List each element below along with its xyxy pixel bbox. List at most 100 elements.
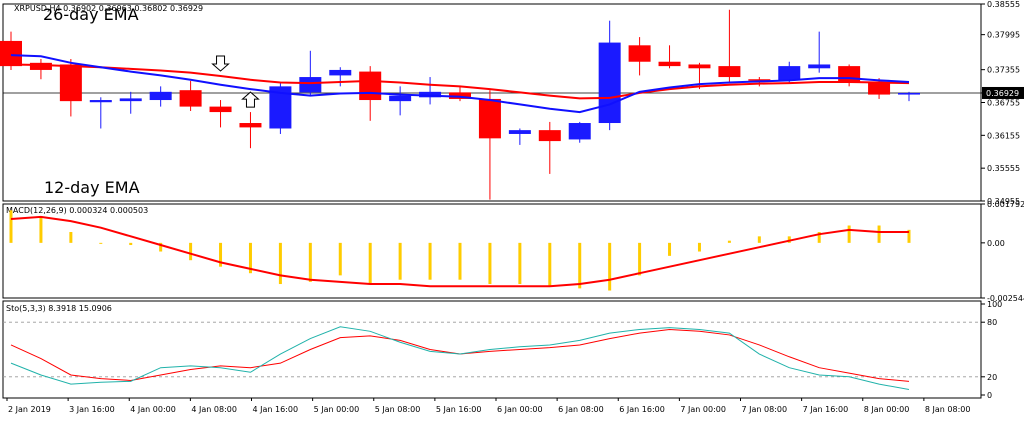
candle-bear [688, 64, 711, 69]
macd-histogram-bar [99, 242, 103, 244]
macd-tick-label: 0.001792 [987, 200, 1024, 209]
price-tick-label: 0.37995 [987, 31, 1020, 40]
candle-bear [359, 71, 382, 101]
candle-bear [748, 79, 771, 81]
x-tick-label: 2 Jan 2019 [8, 405, 51, 414]
stochastic-tick-label: 100 [987, 300, 1002, 309]
candle-bull [778, 66, 801, 81]
macd-histogram-bar [727, 240, 731, 243]
macd-histogram-bar [9, 210, 13, 243]
macd-histogram-bar [458, 242, 462, 280]
x-tick-label: 7 Jan 00:00 [680, 405, 726, 414]
price-tick-label: 0.36155 [987, 131, 1020, 140]
macd-signal-line [10, 215, 909, 288]
ema-26-line [10, 63, 910, 100]
x-tick-label: 8 Jan 00:00 [864, 405, 910, 414]
macd-histogram-bar [278, 242, 282, 285]
down-arrow-icon [211, 55, 230, 72]
candle-bear [838, 66, 861, 83]
candle-bear [239, 123, 262, 128]
macd-histogram-bar [428, 242, 432, 280]
macd-histogram-bar [668, 242, 672, 256]
candle-bear [658, 61, 681, 67]
candle-bull [119, 98, 142, 102]
stochastic-label: Sto(5,3,3) 8.3918 15.0906 [6, 304, 112, 313]
x-tick-label: 7 Jan 08:00 [742, 405, 788, 414]
price-tick-label: 0.35555 [987, 164, 1020, 173]
candle-bear [209, 106, 232, 113]
macd-histogram-bar [638, 242, 642, 276]
macd-histogram-bar [69, 232, 73, 243]
panel-frame-macd [2, 203, 982, 299]
x-tick-label: 4 Jan 16:00 [253, 405, 299, 414]
macd-histogram-bar [189, 242, 193, 261]
x-tick-label: 8 Jan 08:00 [925, 405, 971, 414]
candle-bull [89, 100, 112, 103]
price-tick-label: 0.34955 [987, 197, 1020, 206]
candle-bull [808, 64, 831, 69]
ema-12-line [10, 54, 910, 114]
macd-tick-label: -0.002544 [987, 294, 1024, 303]
ema-12-label: 12-day EMA [44, 178, 140, 197]
price-tick-label: 0.38555 [987, 0, 1020, 9]
macd-histogram-bar [248, 242, 252, 274]
macd-tick-label: 0.00 [987, 239, 1005, 248]
price-tick-label: 0.36755 [987, 99, 1020, 108]
candle-bear [628, 45, 651, 62]
candle-bear [449, 92, 471, 99]
macd-histogram-bar [907, 229, 911, 243]
candle-bull [898, 92, 920, 95]
candle-bull [149, 91, 172, 101]
x-tick-label: 3 Jan 16:00 [69, 405, 115, 414]
candle-bull [419, 91, 442, 98]
macd-histogram-bar [787, 236, 791, 243]
x-tick-label: 5 Jan 00:00 [314, 405, 360, 414]
stochastic-tick-label: 20 [987, 373, 997, 382]
candle-bull [329, 69, 352, 76]
x-tick-label: 6 Jan 08:00 [558, 405, 604, 414]
stochastic-main-line [10, 326, 910, 391]
candle-bull [389, 95, 412, 102]
up-arrow-icon [241, 91, 260, 108]
ema-26-label: 26-day EMA [43, 5, 139, 24]
price-tick-label: 0.37355 [987, 66, 1020, 75]
macd-histogram-bar [608, 242, 612, 291]
macd-histogram-bar [578, 242, 582, 289]
stochastic-tick-label: 80 [987, 318, 997, 327]
x-tick-label: 7 Jan 16:00 [803, 405, 849, 414]
x-tick-label: 5 Jan 16:00 [436, 405, 482, 414]
candle-bull [568, 123, 591, 140]
macd-histogram-bar [39, 216, 43, 243]
macd-histogram-bar [877, 225, 881, 243]
macd-histogram-bar [129, 242, 133, 246]
macd-histogram-bar [697, 242, 701, 252]
candle-bull [508, 130, 531, 134]
macd-histogram-bar [817, 232, 821, 243]
x-tick-label: 4 Jan 00:00 [130, 405, 176, 414]
candle-bear [718, 66, 741, 78]
macd-histogram-bar [338, 242, 342, 276]
x-tick-label: 5 Jan 08:00 [375, 405, 421, 414]
candle-bear [478, 98, 501, 139]
macd-histogram-bar [757, 236, 761, 243]
stochastic-tick-label: 0 [987, 391, 992, 400]
current-price-box [982, 86, 1024, 99]
macd-histogram-bar [548, 242, 552, 287]
candle-bear [179, 90, 202, 107]
macd-histogram-bar [398, 242, 402, 280]
macd-histogram-bar [219, 242, 223, 267]
candle-bear [868, 82, 891, 95]
current-price-label: 0.36929 [986, 89, 1019, 98]
candle-bear [29, 62, 52, 70]
macd-histogram-bar [368, 242, 372, 285]
macd-histogram-bar [308, 242, 312, 282]
macd-histogram-bar [847, 225, 851, 243]
candle-bull [299, 77, 322, 93]
candle-bear [59, 64, 82, 102]
chart-title: XRPUSD,H4 0.36902 0.36963 0.36802 0.3692… [14, 4, 204, 13]
x-tick-label: 6 Jan 00:00 [497, 405, 543, 414]
candle-bull [269, 86, 292, 129]
candle-bear [0, 40, 22, 67]
